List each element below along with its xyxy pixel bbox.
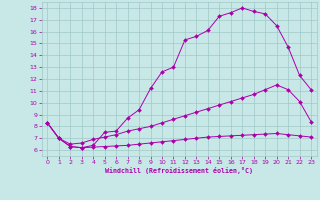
X-axis label: Windchill (Refroidissement éolien,°C): Windchill (Refroidissement éolien,°C) xyxy=(105,167,253,174)
